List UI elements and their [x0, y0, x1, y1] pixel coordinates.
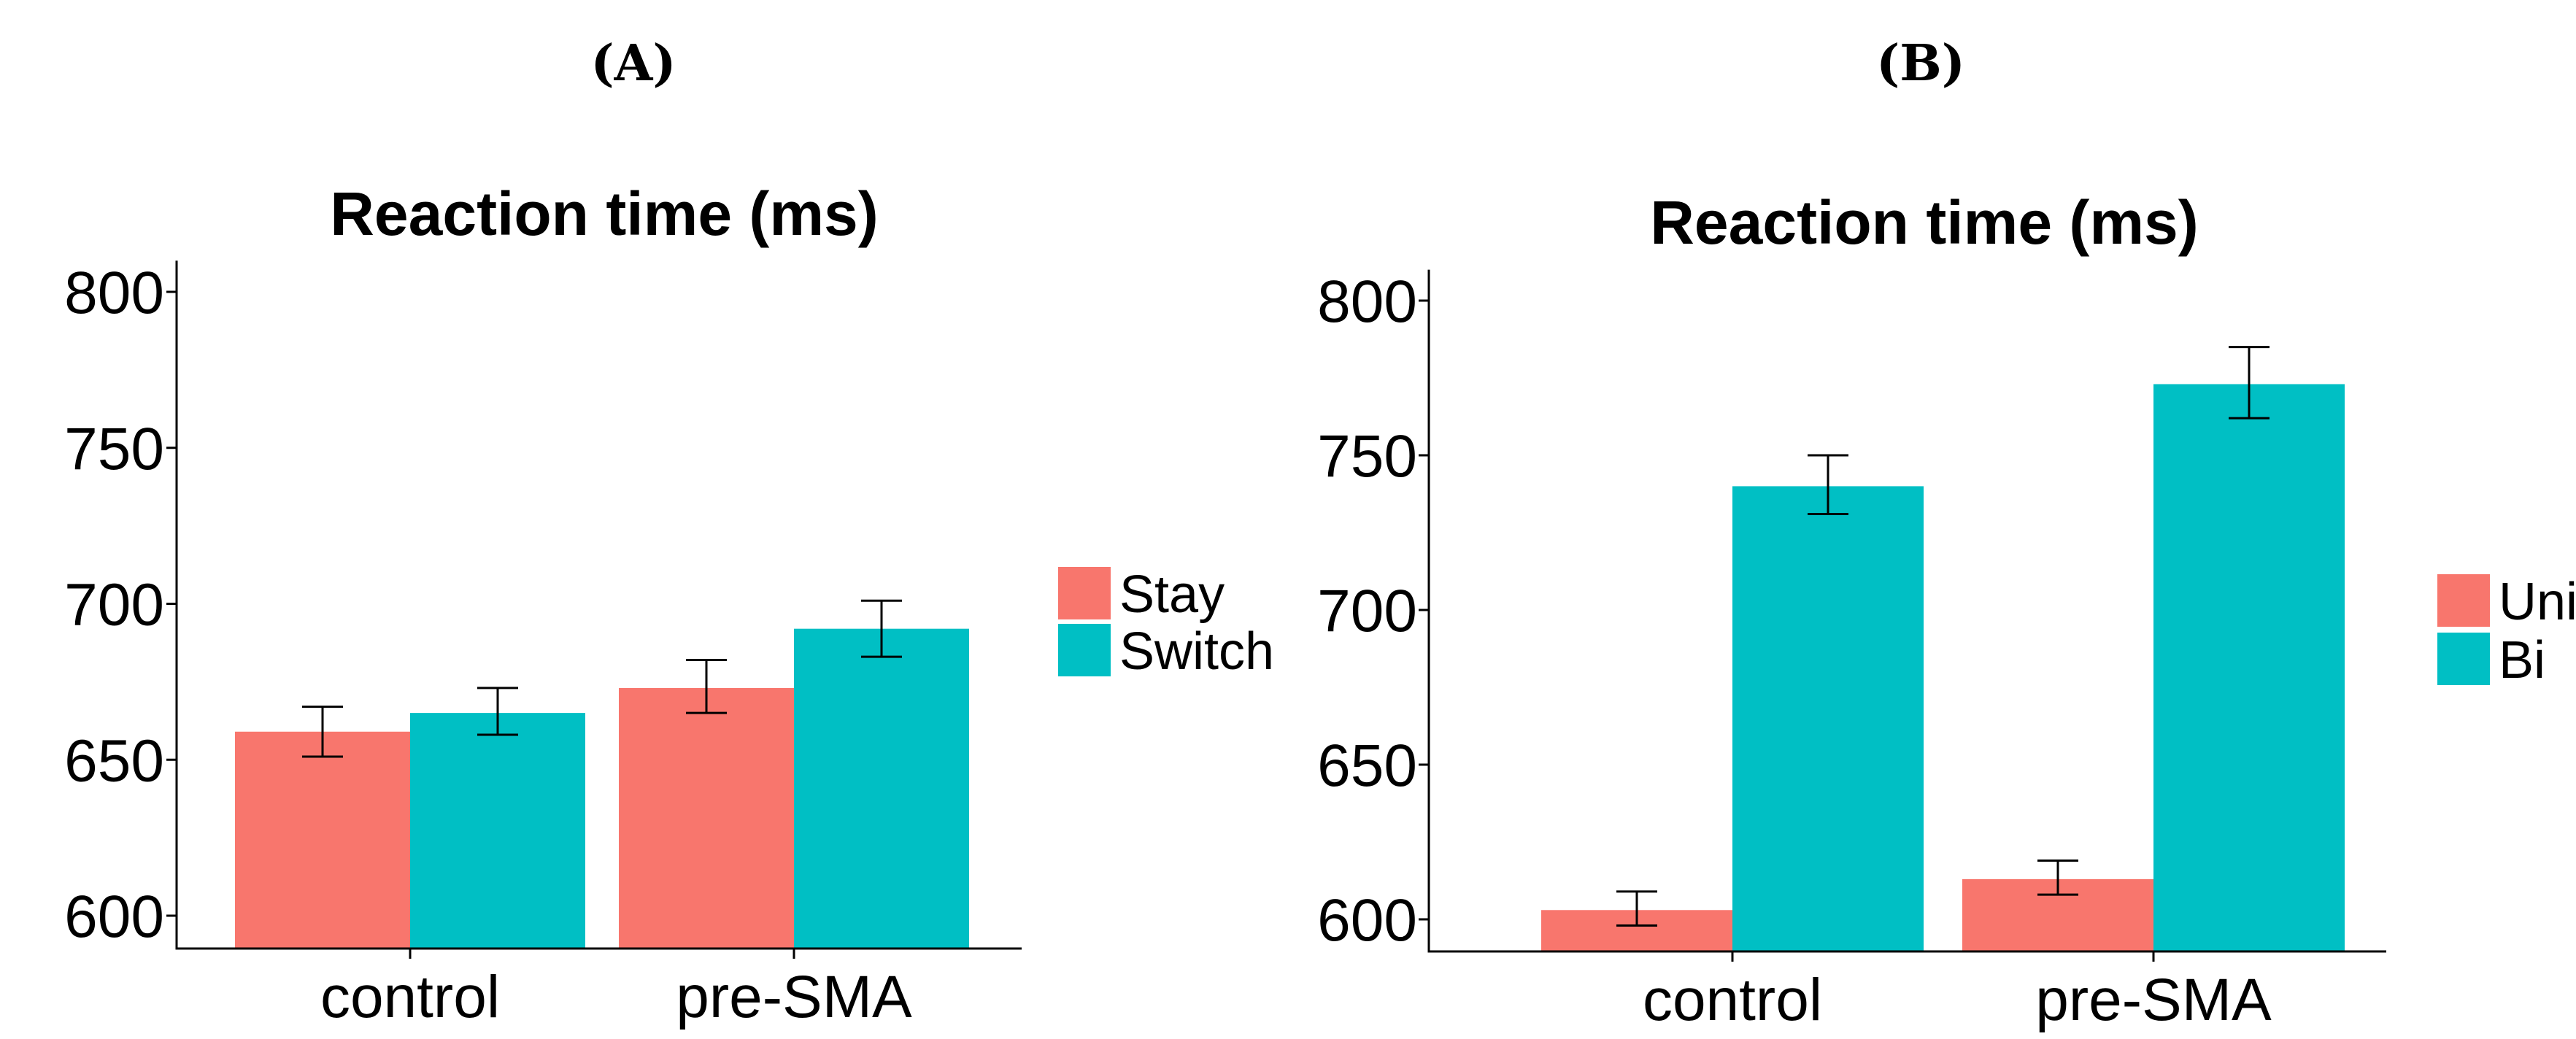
panel-b-y-tick-label-650: 650 — [1317, 733, 1417, 799]
panel-a-legend-label-stay: Stay — [1119, 565, 1225, 624]
panel-b-legend-label-uni: Uni — [2499, 573, 2576, 631]
panel-b-y-tick-label-800: 800 — [1317, 269, 1417, 335]
panel-a-legend-key-switch — [1058, 624, 1111, 676]
panel-a: (A) Reaction time (ms) control pre-SMA 600… — [64, 34, 1274, 1030]
panel-b-y-tick-label-600: 600 — [1317, 887, 1417, 954]
panel-a-y-tick-label-650: 650 — [64, 727, 164, 794]
panel-a-bar-switch-pre-sma — [794, 628, 969, 949]
panel-b-bar-bi-pre-sma — [2153, 384, 2345, 951]
panel-b: (B) Reaction time (ms) control pre-SMA 600… — [1317, 34, 2576, 1033]
panel-a-legend-label-switch: Switch — [1119, 622, 1274, 681]
panel-a-label: (A) — [590, 34, 676, 93]
panel-b-y-tick-label-700: 700 — [1317, 578, 1417, 644]
panel-b-legend-label-bi: Bi — [2499, 631, 2545, 690]
panel-a-y-tick-label-800: 800 — [64, 260, 164, 326]
panel-a-bar-stay-control — [235, 731, 410, 949]
panel-a-y-tick-label-600: 600 — [64, 884, 164, 950]
panel-a-y-tick-label-750: 750 — [64, 416, 164, 482]
panel-b-y-tick-label-750: 750 — [1317, 423, 1417, 490]
panel-a-bar-switch-control — [410, 713, 585, 949]
panel-b-legend-key-uni — [2437, 574, 2490, 627]
panel-b-x-tick-label-pre-sma: pre-SMA — [2035, 967, 2272, 1033]
panel-b-legend-key-bi — [2437, 633, 2490, 685]
panel-a-bar-stay-pre-sma — [619, 687, 794, 949]
panel-a-y-tick-label-700: 700 — [64, 572, 164, 638]
panel-b-label: (B) — [1876, 34, 1965, 93]
panel-b-bar-bi-control — [1732, 486, 1924, 951]
panel-a-legend-key-stay — [1058, 567, 1111, 619]
panel-a-x-tick-label-pre-sma: pre-SMA — [676, 964, 912, 1030]
panel-a-x-tick-label-control: control — [320, 964, 500, 1030]
panel-b-x-tick-label-control: control — [1643, 967, 1822, 1033]
panel-a-title: Reaction time (ms) — [330, 179, 879, 248]
panel-b-title: Reaction time (ms) — [1650, 188, 2199, 257]
